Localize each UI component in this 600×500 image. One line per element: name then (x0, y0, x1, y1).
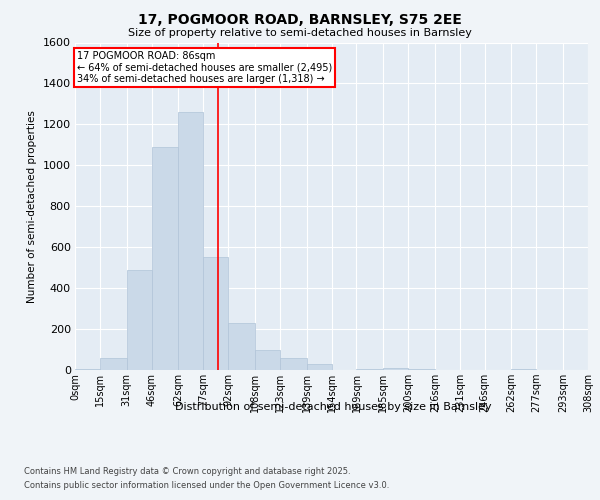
Bar (383, 368, 408, 370)
Text: Distribution of semi-detached houses by size in Barnsley: Distribution of semi-detached houses by … (175, 402, 491, 412)
Bar (408, 369, 435, 370)
Bar (307, 364, 331, 370)
Bar (152, 147, 178, 370)
Bar (511, 369, 536, 370)
Bar (203, 258, 228, 370)
Bar (356, 369, 383, 370)
Bar (280, 358, 307, 370)
Text: Contains public sector information licensed under the Open Government Licence v3: Contains public sector information licen… (24, 481, 389, 490)
Bar (255, 350, 280, 370)
Bar (228, 323, 255, 370)
Text: 17, POGMOOR ROAD, BARNSLEY, S75 2EE: 17, POGMOOR ROAD, BARNSLEY, S75 2EE (138, 12, 462, 26)
Bar (75, 369, 100, 370)
Bar (178, 112, 203, 370)
Bar (100, 358, 127, 370)
Bar (127, 270, 152, 370)
Y-axis label: Number of semi-detached properties: Number of semi-detached properties (27, 110, 37, 302)
Text: Size of property relative to semi-detached houses in Barnsley: Size of property relative to semi-detach… (128, 28, 472, 38)
Text: Contains HM Land Registry data © Crown copyright and database right 2025.: Contains HM Land Registry data © Crown c… (24, 468, 350, 476)
Text: 17 POGMOOR ROAD: 86sqm
← 64% of semi-detached houses are smaller (2,495)
34% of : 17 POGMOOR ROAD: 86sqm ← 64% of semi-det… (77, 50, 332, 84)
